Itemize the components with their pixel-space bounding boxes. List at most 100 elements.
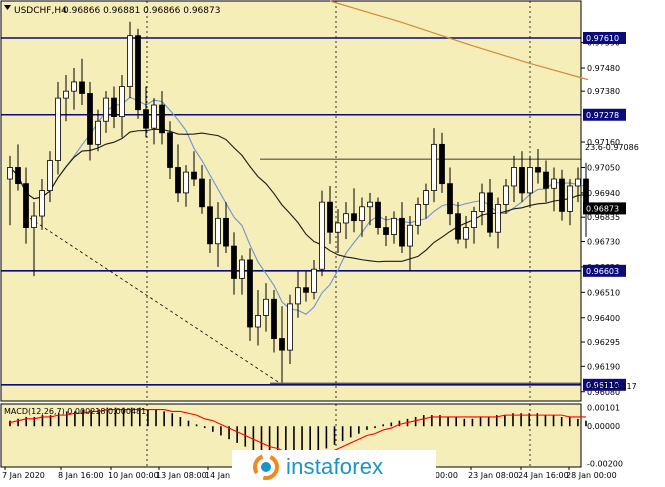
candle [359, 197, 365, 237]
time-tick-label-7: 24 Jan 16:00 [518, 471, 569, 480]
candle-body [543, 171, 549, 189]
candle [143, 86, 149, 138]
candle-body [567, 185, 573, 212]
price-tick-label-7: 0.96730 [587, 237, 620, 246]
candle [455, 202, 461, 244]
candle [71, 68, 77, 110]
candle [167, 121, 173, 180]
time-tick-label-1: 8 Jan 16:00 [58, 471, 104, 480]
candle [399, 202, 405, 254]
candle-body [303, 287, 309, 293]
candle-body [135, 35, 141, 111]
candle [519, 151, 525, 203]
candle-body [383, 227, 389, 235]
candle-body [359, 206, 365, 222]
candle-body [519, 167, 525, 194]
candle [463, 216, 469, 249]
candle [367, 192, 373, 226]
price-highlight-label-1: 0.97278 [586, 111, 619, 120]
price-highlight-label-2: 0.96873 [586, 204, 619, 213]
price-highlight-label-0: 0.97610 [586, 34, 619, 43]
candle [583, 162, 589, 237]
candle [303, 271, 309, 302]
price-tick-label-9: 0.96510 [587, 288, 620, 297]
candle-body [271, 298, 277, 339]
price-tick-label-3: 0.97160 [587, 138, 620, 147]
price-tick-label-4: 0.97050 [587, 163, 620, 172]
fib-trend-line [29, 218, 281, 384]
price-highlight-box-0 [583, 31, 626, 44]
candle-body [399, 217, 405, 247]
candle [383, 216, 389, 247]
candle [47, 151, 53, 203]
candle-body [175, 167, 181, 194]
candle-body [127, 35, 133, 87]
candle-body [551, 178, 557, 189]
candle [471, 206, 477, 244]
candle-body [423, 190, 429, 205]
candle-body [407, 224, 413, 247]
candle [247, 248, 253, 341]
candle [279, 306, 285, 383]
candle [239, 255, 245, 295]
candle-body [95, 120, 101, 145]
candle [175, 144, 181, 203]
dropdown-triangle-icon[interactable] [4, 5, 11, 10]
candle-body [335, 222, 341, 233]
price-tick-label-11: 0.96295 [587, 338, 620, 347]
candle-body [183, 171, 189, 194]
candle-body [151, 104, 157, 129]
candle-body [279, 338, 285, 351]
candle-body [527, 167, 533, 194]
candle [127, 21, 133, 99]
price-tick-label-5: 0.96940 [587, 189, 620, 198]
candle [135, 28, 141, 119]
candle [199, 165, 205, 214]
candle [215, 202, 221, 267]
candle [287, 294, 293, 365]
time-tick-label-4: 14 Jan 16:00 [205, 471, 256, 480]
candle [535, 148, 541, 184]
time-tick-label-6: 23 Jan 08:00 [468, 471, 519, 480]
candle-body [71, 81, 77, 92]
candle [487, 179, 493, 237]
candle [207, 179, 213, 254]
candle-body [247, 259, 253, 328]
candle-body [375, 201, 381, 228]
price-tick-label-2: 0.97380 [587, 87, 620, 96]
candle [271, 290, 277, 353]
time-tick-label-2: 10 Jan 00:00 [108, 471, 159, 480]
fib-label-bottom: 0.0-0.96117 [588, 382, 637, 391]
candle-body [487, 192, 493, 233]
candle [39, 179, 45, 230]
candle [103, 91, 109, 133]
candle-body [215, 217, 221, 245]
candle [95, 109, 101, 152]
candle [567, 179, 573, 226]
candle-body [223, 217, 229, 247]
watermark-text: instaforex [286, 453, 384, 479]
candle [311, 259, 317, 300]
candle [255, 290, 261, 346]
candle [119, 74, 125, 138]
candle-body [311, 268, 317, 293]
candle [351, 188, 357, 233]
price-tick-label-6: 0.96835 [587, 213, 620, 222]
candle [31, 202, 37, 277]
candle [559, 169, 565, 221]
candle-body [239, 259, 245, 279]
candle [111, 86, 117, 129]
axes: 0.975900.974800.973800.971600.970500.969… [2, 31, 626, 480]
candle [327, 185, 333, 244]
candle [511, 155, 517, 203]
candle-body [391, 217, 397, 235]
price-highlight-label-4: 0.96110 [586, 381, 619, 390]
candle-body [327, 201, 333, 233]
symbol-label: USDCHF,H4 [14, 6, 67, 16]
candle-body [23, 183, 29, 228]
candle-body [295, 287, 301, 305]
candle [223, 202, 229, 254]
price-highlight-box-2 [583, 202, 626, 215]
